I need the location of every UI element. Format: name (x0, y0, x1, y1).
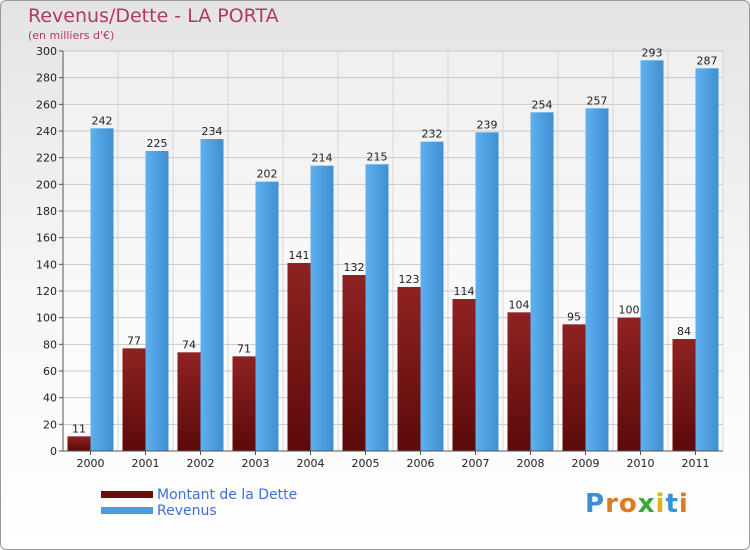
data-label-dette: 11 (72, 422, 86, 435)
bar-revenus (420, 141, 444, 451)
legend-label-revenus: Revenus (157, 503, 217, 519)
x-tick-label: 2010 (627, 457, 655, 470)
proxiti-logo: Proxiti (585, 489, 689, 519)
y-tick-label: 40 (43, 392, 57, 405)
x-tick-label: 2011 (682, 457, 710, 470)
data-label-revenus: 293 (642, 46, 663, 59)
x-tick-label: 2000 (77, 457, 105, 470)
y-tick-label: 180 (36, 205, 57, 218)
y-tick-label: 20 (43, 418, 57, 431)
data-label-dette: 123 (399, 273, 420, 286)
legend-swatch-dette (101, 491, 153, 498)
logo-letter: r (605, 489, 619, 519)
y-tick-label: 280 (36, 72, 57, 85)
data-label-dette: 100 (619, 304, 640, 317)
data-label-revenus: 225 (147, 137, 168, 150)
bar-dette (67, 436, 91, 451)
logo-letter: o (618, 489, 638, 519)
data-label-dette: 95 (567, 310, 581, 323)
bar-revenus (200, 139, 224, 451)
y-tick-label: 240 (36, 125, 57, 138)
bar-revenus (475, 132, 499, 452)
y-tick-label: 80 (43, 338, 57, 351)
logo-letter: x (637, 489, 656, 519)
data-label-revenus: 239 (477, 118, 498, 131)
data-label-revenus: 202 (257, 168, 278, 181)
logo-letter: P (585, 489, 606, 519)
bar-dette (177, 352, 201, 451)
legend-swatch-revenus (101, 507, 153, 514)
bar-dette (672, 339, 696, 451)
bar-dette (122, 348, 146, 451)
data-label-dette: 84 (677, 325, 691, 338)
bar-revenus (530, 112, 554, 451)
bar-revenus (585, 108, 609, 451)
data-label-dette: 74 (182, 338, 196, 351)
data-label-dette: 104 (509, 298, 530, 311)
bar-dette (507, 312, 531, 451)
bar-revenus (365, 164, 389, 452)
bars (67, 60, 719, 452)
bar-revenus (145, 151, 169, 451)
y-tick-label: 0 (50, 445, 57, 458)
x-tick-label: 2003 (242, 457, 270, 470)
data-label-dette: 114 (454, 285, 475, 298)
data-label-revenus: 214 (312, 152, 333, 165)
data-label-dette: 71 (237, 342, 251, 355)
x-tick-label: 2004 (297, 457, 325, 470)
y-tick-label: 160 (36, 232, 57, 245)
bar-dette (562, 324, 586, 451)
bar-revenus (255, 181, 279, 451)
bar-revenus (90, 128, 114, 451)
data-label-dette: 132 (344, 261, 365, 274)
y-tick-label: 60 (43, 365, 57, 378)
x-tick-label: 2001 (132, 457, 160, 470)
bar-revenus (695, 68, 719, 451)
chart-title: Revenus/Dette - LA PORTA (28, 5, 279, 27)
logo-letter: i (678, 489, 689, 519)
logo-letter: i (655, 489, 666, 519)
data-label-dette: 77 (127, 334, 141, 347)
data-label-dette: 141 (289, 249, 310, 262)
data-label-revenus: 254 (532, 98, 553, 111)
bar-dette (342, 275, 366, 451)
x-tick-label: 2008 (517, 457, 545, 470)
x-tick-label: 2006 (407, 457, 435, 470)
bar-dette (452, 299, 476, 451)
bar-revenus (640, 60, 664, 451)
data-label-revenus: 234 (202, 125, 223, 138)
data-label-revenus: 242 (92, 114, 113, 127)
data-label-revenus: 257 (587, 94, 608, 107)
y-tick-label: 260 (36, 98, 57, 111)
legend-label-dette: Montant de la Dette (157, 487, 298, 503)
y-tick-label: 120 (36, 285, 57, 298)
y-tick-label: 300 (36, 45, 57, 58)
y-tick-label: 200 (36, 178, 57, 191)
x-tick-label: 2005 (352, 457, 380, 470)
bar-dette (397, 287, 421, 451)
x-tick-label: 2002 (187, 457, 215, 470)
y-tick-label: 100 (36, 312, 57, 325)
x-tick-label: 2009 (572, 457, 600, 470)
bar-dette (617, 317, 641, 451)
axes: 0 20 40 60 80 100 120 140 160 180 200 220 240 260 280 3… (36, 45, 723, 470)
data-label-revenus: 232 (422, 128, 443, 141)
bar-dette (232, 356, 256, 451)
logo-letter: t (665, 489, 679, 519)
data-label-revenus: 287 (697, 54, 718, 67)
y-tick-label: 140 (36, 258, 57, 271)
chart-subtitle: (en milliers d'€) (28, 29, 115, 42)
bar-revenus (310, 165, 334, 451)
y-tick-label: 220 (36, 152, 57, 165)
value-labels: 11 242 77 225 74 234 71 202 141 214 132 215 123 232 11… (72, 46, 718, 435)
data-label-revenus: 215 (367, 150, 388, 163)
x-tick-label: 2007 (462, 457, 490, 470)
bar-dette (287, 263, 311, 451)
